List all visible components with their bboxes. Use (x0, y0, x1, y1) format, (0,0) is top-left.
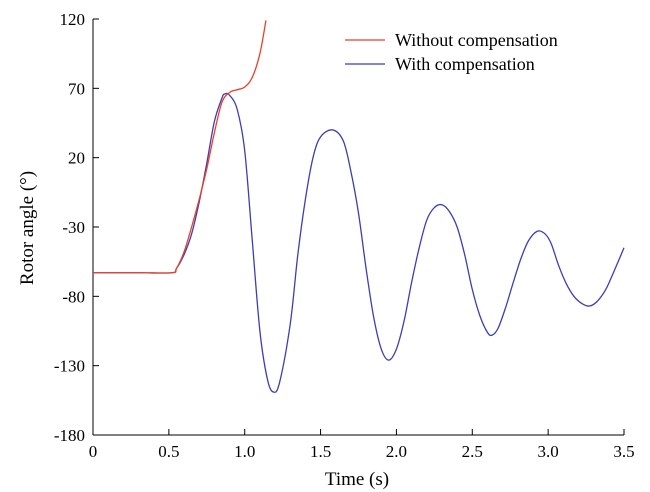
y-tick-label: -30 (62, 218, 85, 237)
y-tick-label: 120 (60, 10, 86, 29)
y-axis-title: Rotor angle (°) (17, 171, 38, 285)
x-tick-label: 3.0 (538, 442, 559, 461)
legend-label-with-compensation: With compensation (395, 54, 535, 74)
legend: Without compensation With compensation (345, 30, 558, 74)
y-tick-label: -180 (54, 426, 85, 445)
x-tick-label: 1.0 (234, 442, 255, 461)
y-tick-label: -80 (62, 287, 85, 306)
y-tick-label: 20 (68, 149, 85, 168)
series-layer (93, 20, 625, 393)
x-tick-label: 2.5 (462, 442, 483, 461)
x-axis-title: Time (s) (325, 469, 389, 490)
series-line-with-compensation (93, 92, 625, 393)
x-axis-ticks: 0 0.5 1.0 1.5 2.0 2.5 3.0 3.5 (89, 429, 635, 461)
plot-frame (92, 19, 624, 436)
legend-label-without-compensation: Without compensation (395, 30, 558, 50)
x-tick-label: 3.5 (613, 442, 634, 461)
x-tick-label: 0.5 (158, 442, 179, 461)
x-tick-label: 2.0 (386, 442, 407, 461)
y-tick-label: 70 (68, 79, 85, 98)
x-tick-label: 0 (89, 442, 98, 461)
y-axis-ticks: -180 -130 -80 -30 20 70 120 (54, 10, 99, 445)
y-tick-label: -130 (54, 357, 85, 376)
series-line-without-compensation (93, 20, 267, 274)
x-tick-label: 1.5 (310, 442, 331, 461)
